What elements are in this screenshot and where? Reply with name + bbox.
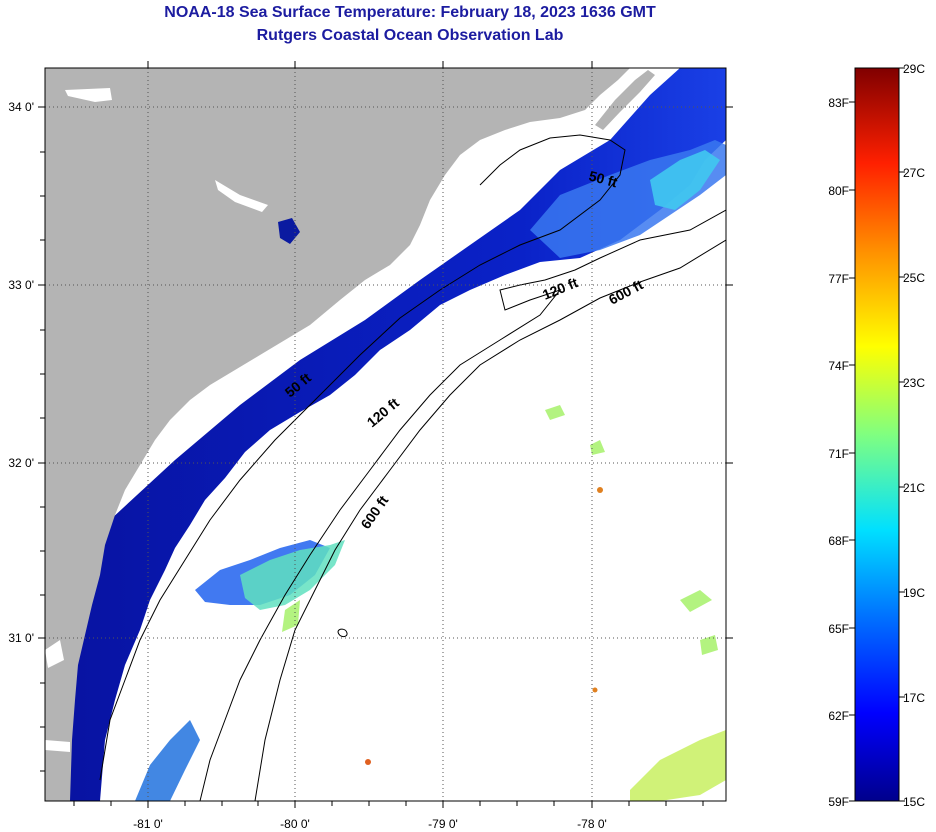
colorbar-f-65: 65F: [828, 622, 849, 636]
warm-water-patch-southeast: [630, 730, 726, 801]
colorbar-f-59: 59F: [828, 795, 849, 809]
warm-spot-2: [365, 759, 371, 765]
temperature-colorbar: [854, 67, 900, 802]
map-title: NOAA-18 Sea Surface Temperature: Februar…: [164, 4, 656, 21]
contour-600ft: [254, 239, 726, 801]
warm-water-patch-northeast: [650, 150, 720, 210]
axis-ticks: [38, 61, 733, 808]
lat-lon-grid: [45, 68, 726, 801]
colorbar-f-77: 77F: [828, 272, 849, 286]
lon-label-80: -80 0': [280, 817, 310, 831]
lat-label-31: 31 0': [8, 631, 34, 645]
cool-water-patch-southwest: [135, 720, 200, 801]
map-subtitle: Rutgers Coastal Ocean Observation Lab: [256, 27, 564, 44]
colorbar-c-29: 29C: [903, 62, 925, 76]
barrier-island: [595, 70, 655, 130]
warm-spot: [597, 487, 603, 493]
colorbar-c-25: 25C: [903, 271, 925, 285]
contour-label-50ft-north: 50 ft: [587, 167, 619, 190]
colorbar-f-83: 83F: [828, 96, 849, 110]
colorbar-f-80: 80F: [828, 184, 849, 198]
colorbar-f-68: 68F: [828, 534, 849, 548]
lat-label-32: 32 0': [8, 456, 34, 470]
lat-label-34: 34 0': [8, 100, 34, 114]
warm-spot-3: [592, 687, 598, 693]
colorbar-ticks: [849, 67, 905, 802]
map-frame: [44, 67, 727, 802]
depth-contours: [99, 134, 726, 801]
colorbar-c-17: 17C: [903, 691, 925, 705]
colorbar-f-71: 71F: [828, 447, 849, 461]
warm-water-patch-south: [240, 540, 345, 610]
colorbar-c-21: 21C: [903, 481, 925, 495]
lon-label-78: -78 0': [577, 817, 607, 831]
colorbar-f-74: 74F: [828, 359, 849, 373]
lon-label-79: -79 0': [428, 817, 458, 831]
colorbar-c-19: 19C: [903, 586, 925, 600]
colorbar-c-23: 23C: [903, 376, 925, 390]
small-seamount-contour: [337, 628, 348, 638]
lon-label-81: -81 0': [133, 817, 163, 831]
contour-50ft: [99, 134, 626, 781]
colorbar-c-27: 27C: [903, 166, 925, 180]
colorbar-c-15: 15C: [903, 795, 925, 809]
colorbar-f-62: 62F: [828, 709, 849, 723]
contour-120ft: [199, 209, 726, 801]
land-mass: [45, 68, 630, 801]
lat-label-33: 33 0': [8, 278, 34, 292]
